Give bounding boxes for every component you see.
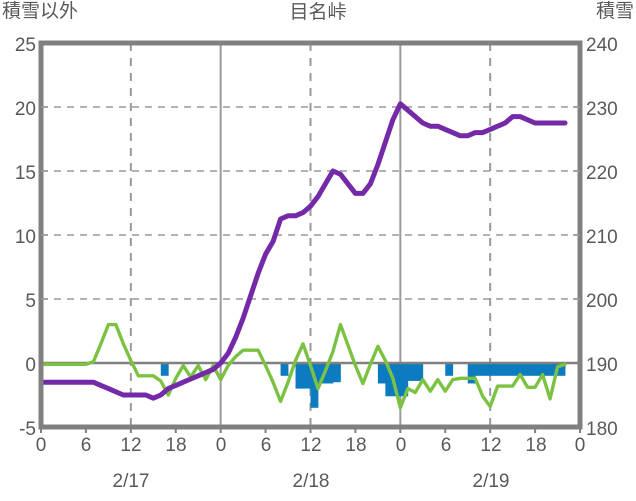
xtick-5: 6 bbox=[260, 435, 272, 456]
non-snow-series-line bbox=[39, 322, 567, 410]
day-label-1: 2/18 bbox=[292, 471, 330, 492]
left-ytick-10: 10 bbox=[14, 227, 36, 248]
left-axis-title: 積雪以外 bbox=[2, 1, 79, 22]
right-ytick-180: 180 bbox=[586, 419, 618, 440]
xtick-2: 12 bbox=[120, 435, 142, 456]
left-ytick-5: 5 bbox=[25, 291, 36, 312]
left-ytick-15: 15 bbox=[14, 163, 36, 184]
plot-frame bbox=[38, 40, 583, 433]
right-ytick-230: 230 bbox=[586, 99, 618, 120]
xtick-8: 0 bbox=[395, 435, 407, 456]
chart-title: 目名峠 bbox=[289, 2, 347, 23]
snow-depth-series-line bbox=[38, 101, 568, 401]
right-ytick-210: 210 bbox=[586, 227, 618, 248]
xtick-6: 12 bbox=[300, 435, 322, 456]
xtick-10: 12 bbox=[480, 435, 502, 456]
xtick-7: 18 bbox=[345, 435, 367, 456]
day-label-2: 2/19 bbox=[472, 471, 510, 492]
xtick-0: 0 bbox=[35, 435, 47, 456]
left-ytick--5: -5 bbox=[19, 419, 36, 440]
xtick-11: 18 bbox=[525, 435, 547, 456]
right-axis-title: 積雪 bbox=[595, 1, 634, 22]
left-ytick-0: 0 bbox=[25, 355, 36, 376]
right-ytick-200: 200 bbox=[586, 291, 618, 312]
snowfall-bars bbox=[160, 363, 566, 408]
xtick-3: 18 bbox=[165, 435, 187, 456]
xtick-12: 0 bbox=[574, 435, 586, 456]
right-ytick-220: 220 bbox=[586, 163, 618, 184]
xtick-4: 0 bbox=[215, 435, 227, 456]
right-ytick-190: 190 bbox=[586, 355, 618, 376]
day-label-0: 2/17 bbox=[112, 471, 150, 492]
xtick-9: 6 bbox=[440, 435, 452, 456]
right-ytick-240: 240 bbox=[586, 35, 618, 56]
left-ytick-25: 25 bbox=[14, 35, 36, 56]
left-ytick-20: 20 bbox=[14, 99, 36, 120]
xtick-1: 6 bbox=[80, 435, 92, 456]
